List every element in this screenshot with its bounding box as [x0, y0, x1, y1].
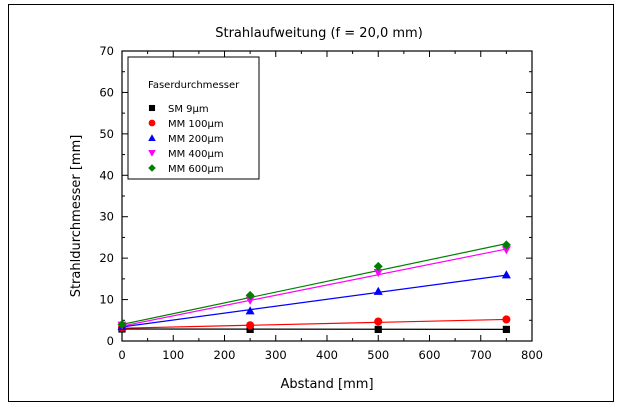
- fit-line-2: [121, 274, 507, 328]
- data-point-1: [374, 317, 383, 326]
- data-point-0: [246, 325, 254, 333]
- legend-marker-1: [148, 119, 156, 127]
- plot-area: 0 100 200 300 400 500 600 700 800 0 10 20 30 40 50 60 70: [99, 44, 543, 362]
- legend-label-4: MM 600µm: [168, 164, 224, 175]
- y-tick-label: 20: [99, 251, 114, 265]
- fit-line-1: [121, 318, 507, 329]
- legend-label-3: MM 400µm: [168, 149, 224, 160]
- x-tick-label: 400: [316, 348, 338, 362]
- data-point-4: [245, 290, 255, 300]
- x-tick-label: 500: [367, 348, 389, 362]
- data-point-1: [246, 321, 255, 330]
- x-tick-label: 200: [214, 348, 236, 362]
- data-point-0: [502, 325, 510, 333]
- fit-line-3: [121, 248, 507, 327]
- legend-label-1: MM 100µm: [168, 119, 224, 130]
- x-tick-label: 100: [162, 348, 184, 362]
- legend-label-2: MM 200µm: [168, 134, 224, 145]
- y-tick-label: 60: [99, 85, 114, 99]
- data-point-2: [501, 270, 511, 279]
- y-tick-label: 40: [99, 168, 114, 182]
- data-point-2: [245, 306, 255, 315]
- data-point-4: [501, 240, 511, 250]
- x-tick-label: 300: [265, 348, 287, 362]
- legend-marker-3: [148, 149, 156, 157]
- legend-box: [127, 56, 260, 180]
- y-tick-label: 30: [99, 210, 114, 224]
- data-point-3: [501, 246, 511, 255]
- y-tick-label: 0: [107, 334, 114, 348]
- data-point-0: [374, 325, 382, 333]
- data-point-3: [373, 269, 383, 278]
- data-point-3: [245, 296, 255, 305]
- chart-frame: [8, 4, 614, 402]
- y-tick-label: 50: [99, 127, 114, 141]
- x-axis-label: Abstand [mm]: [280, 377, 373, 392]
- legend-marker-4: [148, 164, 156, 172]
- legend: Faserdurchmesser SM 9µm MM 100µm MM 200µm MM…: [127, 56, 260, 180]
- y-tick-label: 10: [99, 293, 114, 307]
- chart-title: Strahlaufweitung (f = 20,0 mm): [215, 26, 423, 41]
- data-point-4: [117, 319, 127, 329]
- legend-marker-2: [148, 134, 156, 142]
- x-tick-label: 600: [419, 348, 441, 362]
- data-point-1: [502, 315, 511, 324]
- data-point-2: [373, 286, 383, 295]
- y-tick-label: 70: [99, 44, 114, 58]
- x-tick-label: 0: [118, 348, 125, 362]
- data-point-4: [373, 261, 383, 271]
- legend-marker-0: [148, 104, 156, 112]
- legend-title: Faserdurchmesser: [148, 80, 240, 91]
- x-tick-label: 800: [521, 348, 543, 362]
- fit-line-4: [121, 243, 507, 326]
- x-tick-label: 700: [470, 348, 492, 362]
- legend-label-0: SM 9µm: [168, 104, 209, 115]
- y-axis-label: Strahldurchmesser [mm]: [69, 135, 84, 298]
